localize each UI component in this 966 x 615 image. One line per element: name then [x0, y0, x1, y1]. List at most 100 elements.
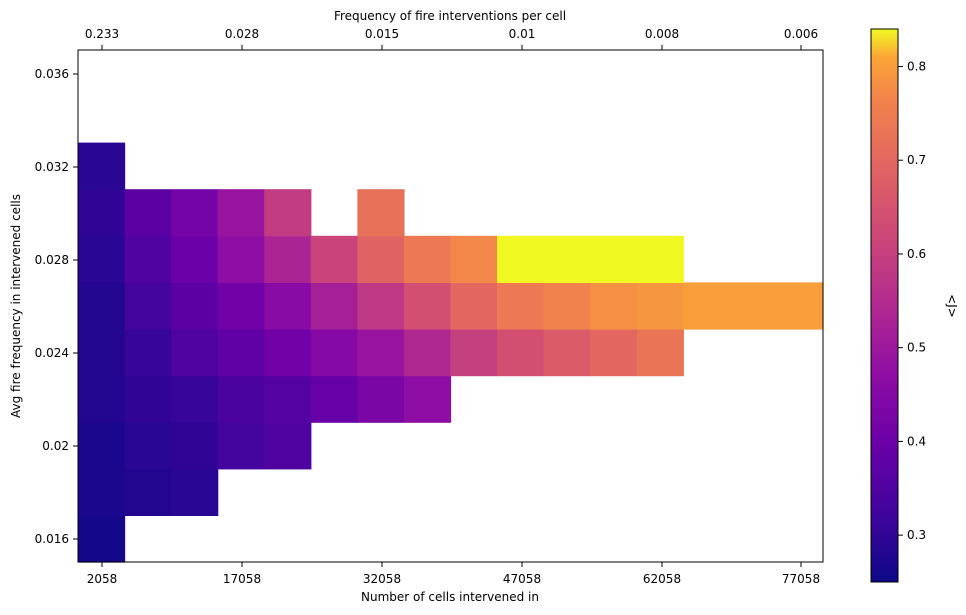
top-x-tick-label: 0.233 — [85, 27, 119, 41]
plot-frame — [77, 49, 824, 563]
heatmap-cell — [543, 282, 591, 330]
heatmap-cell — [217, 375, 265, 423]
heatmap-cell — [124, 468, 172, 516]
heatmap-cell — [497, 282, 545, 330]
y-axis-label: Avg fire frequency in intervened cells — [9, 194, 23, 418]
heatmap-cell — [403, 282, 452, 330]
heatmap-cell — [217, 235, 265, 283]
heatmap-cell — [124, 375, 172, 423]
colorbar-label: <J> — [945, 294, 959, 318]
heatmap-cell — [264, 422, 312, 470]
heatmap-cell — [543, 235, 591, 283]
x-tick-label: 47058 — [503, 572, 541, 586]
top-x-tick-label: 0.008 — [645, 27, 679, 41]
heatmap-cell — [310, 375, 358, 423]
heatmap-cell — [310, 329, 358, 377]
heatmap-cell — [264, 189, 312, 237]
heatmap-cell — [78, 142, 126, 190]
heatmap-cell — [776, 282, 824, 330]
heatmap-cell — [403, 329, 452, 377]
colorbar-ticks: 0.3 0.4 0.5 0.6 0.7 0.8 — [898, 59, 926, 542]
heatmap-cell — [357, 375, 405, 423]
heatmap-cell — [497, 329, 545, 377]
x-tick-label: 77058 — [782, 572, 820, 586]
y-tick-label: 0.024 — [35, 346, 69, 360]
y-tick-label: 0.028 — [35, 253, 69, 267]
heatmap-cell — [310, 282, 358, 330]
heatmap-cell — [217, 422, 265, 470]
heatmap-cell — [264, 235, 312, 283]
heatmap-cell — [171, 422, 219, 470]
top-x-tick-label: 0.006 — [784, 27, 818, 41]
heatmap-cell — [78, 235, 126, 283]
x-tick-label: 62058 — [643, 572, 681, 586]
top-x-axis-label: Frequency of fire interventions per cell — [334, 9, 566, 23]
heatmap-cell — [78, 375, 126, 423]
heatmap-cells — [78, 142, 824, 563]
colorbar-tick-label: 0.5 — [907, 341, 926, 355]
colorbar-tick-label: 0.6 — [907, 247, 926, 261]
heatmap-cell — [497, 235, 545, 283]
heatmap-cell — [124, 422, 172, 470]
x-axis-label: Number of cells intervened in — [361, 590, 539, 604]
colorbar — [870, 28, 899, 583]
top-x-tick-label: 0.015 — [365, 27, 399, 41]
heatmap-cell — [78, 189, 126, 237]
heatmap-cell — [450, 282, 498, 330]
heatmap-cell — [78, 329, 126, 377]
heatmap-cell — [403, 375, 452, 423]
heatmap-cell — [683, 282, 731, 330]
top-x-tick-label: 0.01 — [509, 27, 536, 41]
colorbar-tick-label: 0.4 — [907, 434, 926, 448]
heatmap-cell — [729, 282, 778, 330]
heatmap-cell — [636, 329, 684, 377]
heatmap-cell — [124, 189, 172, 237]
heatmap-cell — [590, 329, 638, 377]
top-x-axis-ticks: 0.233 0.028 0.015 0.01 0.008 0.006 — [85, 27, 818, 50]
y-axis-ticks: 0.016 0.02 0.024 0.028 0.032 0.036 — [35, 67, 78, 546]
heatmap-cell — [124, 235, 172, 283]
colorbar-tick-label: 0.7 — [907, 153, 926, 167]
heatmap-cell — [171, 329, 219, 377]
x-tick-label: 2058 — [87, 572, 118, 586]
x-axis-ticks: 2058 17058 32058 47058 62058 77058 — [87, 562, 820, 586]
heatmap-cell — [124, 282, 172, 330]
heatmap-cell — [590, 282, 638, 330]
heatmap-cell — [543, 329, 591, 377]
heatmap-cell — [171, 189, 219, 237]
heatmap-cell — [450, 329, 498, 377]
x-tick-label: 32058 — [363, 572, 401, 586]
heatmap-cell — [171, 282, 219, 330]
heatmap-cell — [217, 282, 265, 330]
top-x-tick-label: 0.028 — [225, 27, 259, 41]
heatmap-cell — [357, 282, 405, 330]
heatmap-cell — [78, 422, 126, 470]
x-tick-label: 17058 — [223, 572, 261, 586]
heatmap-cell — [171, 468, 219, 516]
heatmap-cell — [264, 282, 312, 330]
colorbar-tick-label: 0.8 — [907, 59, 926, 73]
heatmap-cell — [357, 189, 405, 237]
heatmap-cell — [357, 235, 405, 283]
heatmap-cell — [124, 329, 172, 377]
heatmap-cell — [310, 235, 358, 283]
heatmap-cell — [217, 189, 265, 237]
y-tick-label: 0.016 — [35, 532, 69, 546]
heatmap-cell — [590, 235, 638, 283]
heatmap-cell — [357, 329, 405, 377]
colorbar-tick-label: 0.3 — [907, 528, 926, 542]
heatmap-cell — [217, 329, 265, 377]
y-tick-label: 0.032 — [35, 160, 69, 174]
heatmap-cell — [78, 282, 126, 330]
heatmap-cell — [636, 282, 684, 330]
heatmap-cell — [78, 468, 126, 516]
heatmap-cell — [171, 375, 219, 423]
heatmap-cell — [636, 235, 684, 283]
heatmap-cell — [403, 235, 452, 283]
heatmap-cell — [450, 235, 498, 283]
heatmap-cell — [171, 235, 219, 283]
heatmap-cell — [264, 329, 312, 377]
heatmap-cell — [78, 515, 126, 563]
heatmap-cell — [264, 375, 312, 423]
